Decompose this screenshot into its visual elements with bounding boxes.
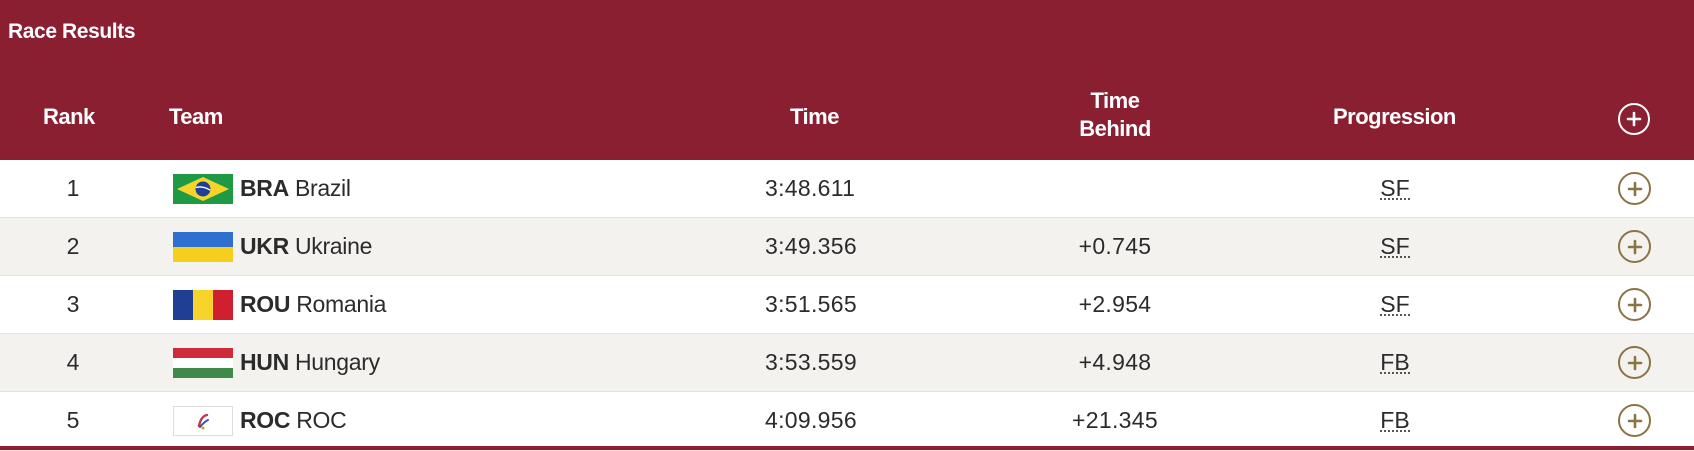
table-row: 3 ROU Romania 3:51.565 +2.954 SF [0,276,1694,334]
plus-icon [1627,413,1642,428]
brazil-flag-icon [173,173,233,204]
progression-cell: FB [1380,334,1410,391]
country-name: Hungary [294,349,380,375]
expand-row-button[interactable] [1618,404,1651,437]
plus-icon [1627,297,1642,312]
country-code: UKR [240,233,289,259]
rank-cell: 3 [66,291,80,317]
expand-row-button[interactable] [1618,288,1651,321]
team-cell: BRA Brazil [173,160,351,217]
progression-abbr: FB [1380,349,1410,375]
progression-abbr: SF [1380,233,1410,259]
country-code: ROU [240,291,291,317]
table-row: 5 ROC ROC 4:09.956 +21.345 FB [0,392,1694,451]
roc-flag-icon [173,405,233,436]
expand-row-button[interactable] [1618,230,1651,263]
romania-flag-icon [173,289,233,320]
plus-icon [1627,181,1642,196]
rank-cell: 4 [66,349,80,375]
team-cell: UKR Ukraine [173,218,372,275]
time-cell: 3:53.559 [765,349,857,375]
expand-row-button[interactable] [1618,172,1651,205]
time-behind-cell: +21.345 [1072,407,1158,433]
country-name: Romania [296,291,387,317]
plus-icon [1626,111,1642,127]
results-table-body: 1 BRA Brazil 3:48.611 SF [0,160,1694,451]
progression-abbr: SF [1380,175,1410,201]
expand-row-button[interactable] [1618,346,1651,379]
widget-title: Race Results [8,20,136,43]
column-header-time-behind-line2: Behind [1079,116,1151,141]
time-behind-cell: +2.954 [1078,291,1152,317]
table-row: 2 UKR Ukraine 3:49.356 +0.745 SF [0,218,1694,276]
country-code: BRA [240,175,289,201]
country-name: ROC [296,407,347,433]
country-code: ROC [240,407,291,433]
table-bottom-border [0,446,1694,450]
team-cell: ROU Romania [173,276,386,333]
rank-cell: 1 [66,175,80,201]
progression-abbr: SF [1380,291,1410,317]
country-name: Brazil [294,175,351,201]
country-name: Ukraine [294,233,373,259]
time-behind-cell: +4.948 [1078,349,1152,375]
results-header: Race Results Rank Team Time Time Behind … [0,0,1694,160]
progression-cell: FB [1380,392,1410,449]
progression-cell: SF [1380,218,1410,275]
time-cell: 3:48.611 [765,175,856,201]
progression-cell: SF [1380,160,1410,217]
column-header-time: Time [790,104,839,129]
rank-cell: 2 [66,233,80,259]
time-behind-cell: +0.745 [1078,233,1152,259]
column-header-time-behind: Time Behind [1055,87,1175,143]
country-code: HUN [240,349,289,375]
team-cell: HUN Hungary [173,334,380,391]
expand-all-button[interactable] [1618,103,1650,135]
rank-cell: 5 [66,407,80,433]
time-cell: 4:09.956 [765,407,857,433]
plus-icon [1627,239,1642,254]
time-cell: 3:49.356 [765,233,857,259]
ukraine-flag-icon [173,231,233,262]
table-row: 4 HUN Hungary 3:53.559 +4.948 FB [0,334,1694,392]
column-header-progression: Progression [1333,104,1456,129]
team-cell: ROC ROC [173,392,347,449]
progression-cell: SF [1380,276,1410,333]
progression-abbr: FB [1380,407,1410,433]
time-cell: 3:51.565 [765,291,857,317]
column-header-rank: Rank [43,104,95,129]
column-header-time-behind-line1: Time [1090,88,1140,113]
table-row: 1 BRA Brazil 3:48.611 SF [0,160,1694,218]
hungary-flag-icon [173,347,233,378]
column-header-team: Team [169,104,223,129]
plus-icon [1627,355,1642,370]
